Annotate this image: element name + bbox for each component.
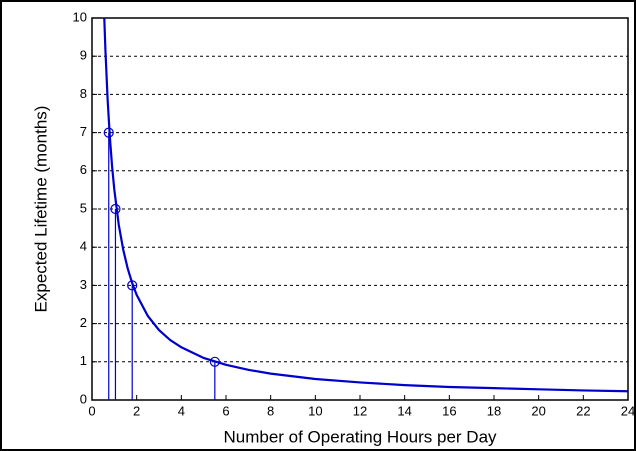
y-tick-label: 2	[80, 315, 87, 330]
x-tick-label: 18	[487, 403, 501, 418]
y-tick-label: 7	[80, 124, 87, 139]
marker	[110, 203, 121, 215]
curve	[103, 17, 629, 393]
y-tick-label: 9	[80, 48, 87, 63]
x-tick-label: 2	[133, 403, 140, 418]
y-tick-label: 4	[80, 239, 87, 254]
y-tick-label: 3	[80, 277, 87, 292]
marker	[103, 127, 114, 138]
x-tick-label: 4	[178, 403, 185, 418]
x-tick-label: 0	[88, 403, 95, 418]
marker	[209, 356, 220, 367]
x-tick-label: 12	[353, 403, 367, 418]
y-tick-label: 8	[80, 86, 87, 101]
y-tick-label: 1	[80, 353, 87, 368]
y-tick-label: 0	[80, 391, 87, 406]
y-tick-label: 10	[73, 9, 87, 24]
x-tick-label: 20	[531, 403, 545, 418]
x-axis-label: Number of Operating Hours per Day	[223, 427, 497, 446]
plot-box	[91, 17, 629, 401]
x-tick-label: 10	[308, 403, 322, 418]
marker	[127, 280, 138, 291]
x-tick-label: 22	[576, 403, 590, 418]
y-tick-label: 5	[80, 200, 87, 215]
x-tick-label: 16	[442, 403, 456, 418]
x-tick-label: 6	[222, 403, 229, 418]
x-tick-label: 24	[621, 403, 635, 418]
x-tick-label: 14	[397, 403, 411, 418]
y-tick-label: 6	[80, 162, 87, 177]
x-tick-label: 8	[267, 403, 274, 418]
y-axis-label: Expected Lifetime (months)	[31, 106, 50, 313]
